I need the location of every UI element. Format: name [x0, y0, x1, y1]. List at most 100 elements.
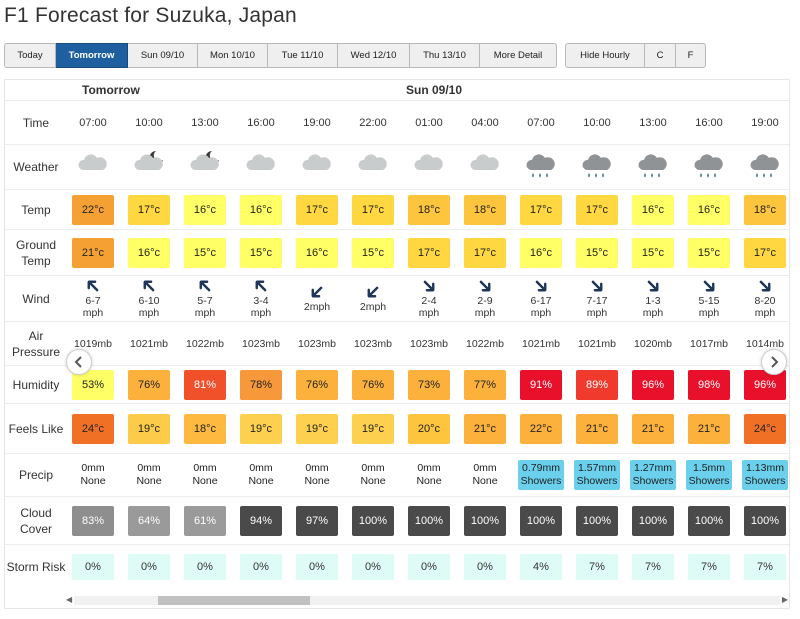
weather-cell [402, 145, 456, 189]
wind-unit: mph [754, 306, 776, 319]
humidity-value: 91% [520, 369, 562, 400]
temp-value: 17°c [520, 194, 562, 225]
wind-speed: 2-9 [477, 294, 493, 307]
ground-temp-cell: 16°c [290, 230, 344, 275]
time-cell: 19:00 [290, 101, 344, 144]
ground-temp-value: 17°c [464, 237, 506, 268]
row-feels-like: Feels Like 24°c 19°c 18°c 19°c 19°c 19°c 20°c 21… [5, 403, 789, 453]
cloud-cell: 100% [346, 497, 400, 544]
storm-risk-value: 7% [744, 553, 786, 580]
time-cell: 10:00 [122, 101, 176, 144]
wind-unit: mph [530, 306, 552, 319]
storm-cell: 0% [234, 545, 288, 588]
horizontal-scrollbar[interactable]: ◀ ▶ [64, 593, 790, 607]
time-cell: 16:00 [682, 101, 736, 144]
row-temp: Temp 22°c 17°c 16°c 16°c 17°c 17°c 18°c 18°c 17°c… [5, 189, 789, 229]
tab-today[interactable]: Today [4, 43, 56, 68]
wind-cell: 2mph [346, 276, 400, 321]
tab-tue-11-10[interactable]: Tue 11/10 [268, 43, 338, 68]
scroll-right-arrow-icon[interactable]: ▶ [781, 595, 788, 604]
ground-temp-cell: 15°c [626, 230, 680, 275]
precip-value: 0mm None [182, 460, 228, 490]
weather-cell [66, 145, 120, 189]
wind-arrow-icon [423, 280, 435, 291]
cloud-moon-icon [131, 148, 167, 187]
tab-thu-13-10[interactable]: Thu 13/10 [410, 43, 480, 68]
precip-value: 0mm None [406, 460, 452, 490]
scrollbar-track[interactable] [74, 596, 780, 605]
temp-cell: 17°c [290, 190, 344, 229]
cloud-rain-icon [691, 148, 727, 187]
row-label-wind: Wind [22, 291, 50, 306]
wind-speed: 2-4 [421, 294, 437, 307]
precip-value: 1.5mm Showers [686, 460, 732, 490]
humidity-cell: 76% [346, 366, 400, 403]
option-hide-hourly-button[interactable]: Hide Hourly [565, 43, 645, 68]
pressure-cell: 1021mb [122, 322, 176, 365]
wind-arrow-icon [703, 280, 715, 291]
cloud-value: 100% [408, 505, 450, 536]
wind-unit: mph [418, 306, 440, 319]
tab-sun-09-10[interactable]: Sun 09/10 [128, 43, 198, 68]
pressure-value: 1023mb [242, 337, 280, 350]
temp-cell: 17°c [122, 190, 176, 229]
ground-temp-cell: 17°c [402, 230, 456, 275]
temp-cell: 17°c [346, 190, 400, 229]
temp-value: 18°c [408, 194, 450, 225]
pressure-cell: 1020mb [626, 322, 680, 365]
ground-temp-cell: 15°c [570, 230, 624, 275]
feels-like-value: 18°c [184, 413, 226, 444]
feels-like-cell: 19°c [122, 404, 176, 453]
storm-risk-value: 0% [296, 553, 338, 580]
storm-cell: 7% [682, 545, 736, 588]
scroll-right-button[interactable] [761, 349, 787, 375]
option-c-button[interactable]: C [645, 43, 676, 68]
wind-unit: mph [474, 306, 496, 319]
precip-value: 0mm None [350, 460, 396, 490]
feels-like-value: 22°c [520, 413, 562, 444]
wind-unit: mph [82, 306, 104, 319]
storm-cell: 7% [626, 545, 680, 588]
cloud-icon [355, 148, 391, 187]
ground-temp-cell: 21°c [66, 230, 120, 275]
time-label: 01:00 [415, 116, 443, 129]
temp-cell: 16°c [234, 190, 288, 229]
temp-cell: 17°c [570, 190, 624, 229]
tab-tomorrow[interactable]: Tomorrow [56, 43, 128, 68]
storm-cell: 0% [66, 545, 120, 588]
scroll-left-button[interactable] [66, 349, 92, 375]
storm-cell: 0% [458, 545, 512, 588]
wind-arrow-icon [479, 280, 491, 291]
precip-value: 1.13mm Showers [742, 460, 788, 490]
wind-unit: mph [250, 306, 272, 319]
weather-cell [682, 145, 736, 189]
storm-cell: 4% [514, 545, 568, 588]
pressure-value: 1021mb [130, 337, 168, 350]
time-cell: 01:00 [402, 101, 456, 144]
scrollbar-thumb[interactable] [158, 596, 310, 605]
wind-speed: 6-17 [530, 294, 552, 307]
time-label: 22:00 [359, 116, 387, 129]
row-precip: Precip 0mm None 0mm None 0mm None 0mm None 0mm Non… [5, 453, 789, 496]
ground-temp-cell: 15°c [234, 230, 288, 275]
tab-mon-10-10[interactable]: Mon 10/10 [198, 43, 268, 68]
ground-temp-value: 16°c [296, 237, 338, 268]
tab-wed-12-10[interactable]: Wed 12/10 [338, 43, 410, 68]
option-f-button[interactable]: F [676, 43, 706, 68]
storm-risk-value: 0% [184, 553, 226, 580]
wind-cell: 8-20 mph [738, 276, 789, 321]
precip-type: None [248, 475, 274, 487]
time-cell: 07:00 [514, 101, 568, 144]
storm-risk-value: 0% [408, 553, 450, 580]
humidity-cell: 76% [122, 366, 176, 403]
precip-type: None [360, 475, 386, 487]
wind-cell: 3-4 mph [234, 276, 288, 321]
ground-temp-value: 15°c [632, 237, 674, 268]
temp-cell: 18°c [738, 190, 789, 229]
precip-cell: 0mm None [122, 454, 176, 496]
feels-like-cell: 21°c [570, 404, 624, 453]
tab-more-detail[interactable]: More Detail [480, 43, 557, 68]
pressure-cell: 1023mb [290, 322, 344, 365]
row-weather: Weather [5, 144, 789, 189]
scroll-left-arrow-icon[interactable]: ◀ [66, 595, 73, 604]
